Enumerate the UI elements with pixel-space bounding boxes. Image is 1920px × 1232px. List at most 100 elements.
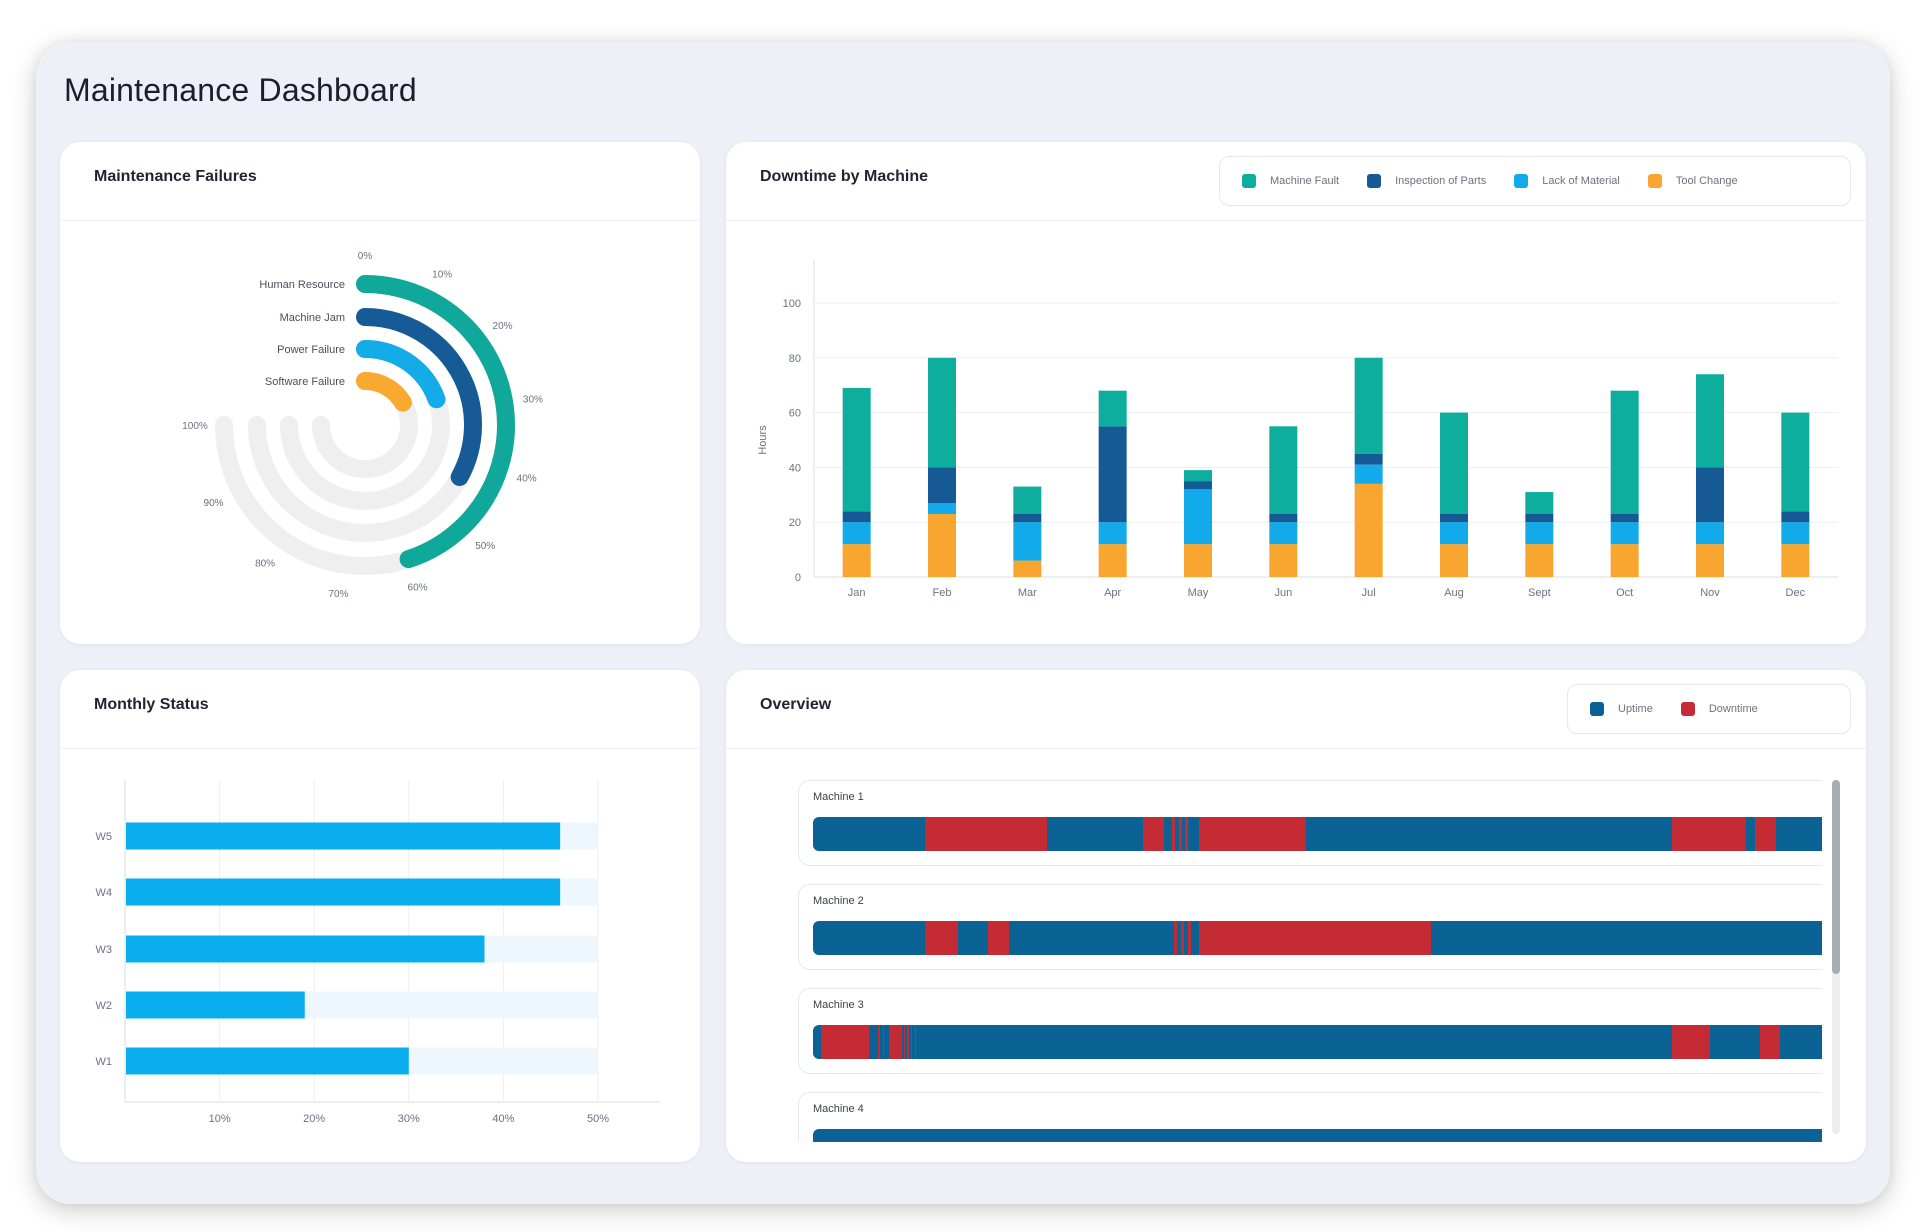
downtime-segment: [910, 1025, 912, 1059]
legend-item-machine-fault[interactable]: Machine Fault: [1242, 174, 1339, 188]
bar-segment-machine-fault: [1184, 470, 1212, 482]
bar-segment-lack-of-material: [1610, 522, 1639, 545]
vertical-scrollbar[interactable]: [1832, 780, 1840, 1134]
card-divider: [60, 220, 700, 221]
radial-bar-software-failure: [356, 372, 412, 412]
bar-segment-lack-of-material: [928, 503, 956, 514]
legend-item-uptime[interactable]: Uptime: [1590, 702, 1653, 716]
downtime-segment: [1184, 817, 1188, 851]
bar-segment-machine-fault: [1525, 492, 1554, 514]
bar-segment-lack-of-material: [842, 522, 871, 545]
horizontal-bar-chart: 10% 20% 30% 40% 50% W5 W4 W3 W2 W1: [96, 780, 660, 1125]
bar-w3: [126, 935, 485, 963]
machine-row: Machine 1: [798, 780, 1822, 866]
machine-name: Machine 2: [813, 895, 864, 907]
machine-row: Machine 2: [798, 884, 1822, 970]
downtime-segment: [1187, 921, 1191, 955]
downtime-segment: [1754, 817, 1777, 851]
x-tick-label: 50%: [587, 1113, 609, 1125]
bar-segment-lack-of-material: [1781, 522, 1810, 545]
legend-swatch: [1242, 174, 1256, 188]
bar-segment-inspection-of-parts: [1269, 513, 1298, 523]
bar-segment-tool-change: [1269, 544, 1298, 577]
machine-timeline-bar[interactable]: [813, 921, 1822, 955]
bar-segment-tool-change: [1184, 544, 1212, 577]
downtime-segment: [907, 1025, 909, 1059]
machine-timeline-bar[interactable]: [813, 1025, 1822, 1059]
downtime-segment: [883, 1025, 885, 1059]
downtime-segment: [889, 1025, 903, 1059]
downtime-segment: [924, 921, 959, 955]
bar-segment-tool-change: [1696, 544, 1724, 577]
card-divider: [60, 748, 700, 749]
bar-segment-tool-change: [928, 513, 956, 577]
bar-segment-machine-fault: [842, 387, 871, 512]
bar-segment-tool-change: [1610, 544, 1639, 577]
legend-label: Inspection of Parts: [1395, 175, 1487, 187]
bar-segment-machine-fault: [1610, 390, 1639, 514]
x-tick-label: 30%: [398, 1113, 420, 1125]
radial-scale-label: 20%: [493, 321, 513, 332]
radial-scale-label: 40%: [517, 474, 537, 485]
downtime-segment: [1171, 817, 1175, 851]
legend-item-tool-change[interactable]: Tool Change: [1647, 174, 1738, 188]
x-tick-label: Nov: [1700, 587, 1720, 599]
x-tick-label: Apr: [1104, 587, 1121, 599]
machine-timeline-bar[interactable]: [813, 1129, 1822, 1142]
legend-label: Machine Fault: [1270, 175, 1340, 187]
x-tick-label: Aug: [1444, 587, 1464, 599]
radial-bar-chart: Human Resource Machine Jam Power Failure So…: [182, 251, 543, 600]
x-tick-label: Jun: [1274, 587, 1292, 599]
y-tick-label: 60: [789, 408, 801, 420]
x-tick-label: 10%: [209, 1113, 231, 1125]
machine-timeline-bar[interactable]: [813, 817, 1822, 851]
legend-label: Uptime: [1618, 703, 1653, 715]
downtime-segment: [1671, 817, 1746, 851]
bar-segment-inspection-of-parts: [1440, 513, 1468, 523]
bar-segment-tool-change: [842, 544, 871, 577]
bar-segment-inspection-of-parts: [1013, 513, 1042, 523]
radial-category-label: Software Failure: [265, 376, 345, 388]
scrollbar-thumb[interactable]: [1832, 780, 1840, 974]
bar-segment-lack-of-material: [1013, 522, 1042, 561]
bar-segment-lack-of-material: [1440, 522, 1468, 545]
legend-label: Lack of Material: [1542, 175, 1620, 187]
downtime-segment: [924, 817, 1047, 851]
bar-segment-tool-change: [1525, 544, 1554, 577]
bar-segment-inspection-of-parts: [1184, 481, 1212, 490]
downtime-segment: [821, 1025, 869, 1059]
x-tick-label: Jan: [848, 587, 866, 599]
y-tick-label: 20: [789, 517, 801, 529]
card-title: Downtime by Machine: [760, 168, 929, 185]
y-tick-label: 80: [789, 353, 801, 365]
y-tick-label: 100: [783, 298, 801, 310]
bar-segment-inspection-of-parts: [1696, 467, 1724, 523]
x-tick-label: May: [1188, 587, 1209, 599]
y-tick-label: 0: [795, 572, 801, 584]
downtime-segment: [878, 1025, 881, 1059]
legend-swatch: [1514, 174, 1529, 188]
y-axis-label: Hours: [757, 425, 769, 455]
radial-scale-label: 30%: [523, 394, 543, 405]
downtime-segment: [1143, 817, 1164, 851]
bar-segment-tool-change: [1781, 544, 1810, 577]
legend-item-inspection-of-parts[interactable]: Inspection of Parts: [1367, 174, 1486, 188]
card-divider: [726, 220, 1866, 221]
radial-scale-label: 50%: [475, 541, 495, 552]
y-tick-label: W2: [96, 1000, 113, 1012]
bar-segment-machine-fault: [1098, 390, 1127, 427]
bar-w1: [126, 1047, 409, 1075]
machine-timeline-list[interactable]: Machine 1 Machine 2 Machine 3 Machine 4: [762, 780, 1822, 1142]
bar-segment-inspection-of-parts: [1354, 453, 1383, 465]
legend-item-downtime[interactable]: Downtime: [1680, 702, 1758, 716]
card-divider: [726, 748, 1866, 749]
bar-segment-machine-fault: [1696, 374, 1724, 468]
legend-swatch: [1647, 174, 1662, 188]
legend-label: Tool Change: [1675, 175, 1738, 187]
machine-row: Machine 3: [798, 988, 1822, 1074]
legend-label: Downtime: [1708, 703, 1758, 715]
downtime-segment: [1199, 817, 1306, 851]
legend-item-lack-of-material[interactable]: Lack of Material: [1514, 174, 1620, 188]
monthly-status-card: Monthly Status 10% 20% 30% 40% 50% W5 W4 W3 W2 W1: [60, 670, 700, 1162]
card-title: Maintenance Failures: [94, 168, 257, 185]
